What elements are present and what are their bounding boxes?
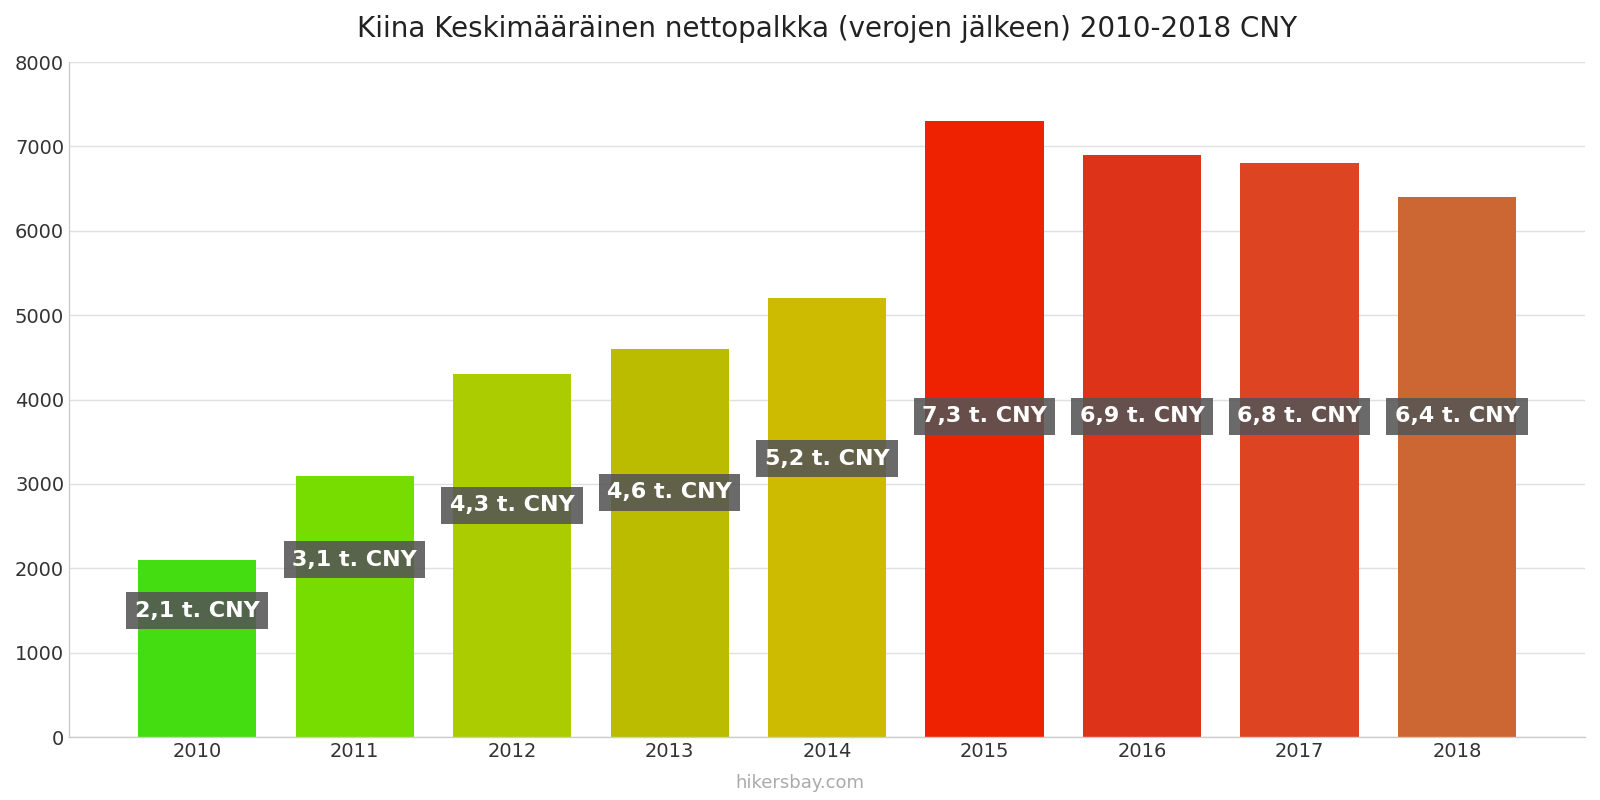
Text: 4,3 t. CNY: 4,3 t. CNY — [450, 495, 574, 515]
Bar — [453, 374, 571, 737]
Bar — [1083, 155, 1202, 737]
Bar — [1398, 197, 1517, 737]
Text: 7,3 t. CNY: 7,3 t. CNY — [922, 406, 1046, 426]
Text: 5,2 t. CNY: 5,2 t. CNY — [765, 449, 890, 469]
Text: hikersbay.com: hikersbay.com — [736, 774, 864, 792]
Title: Kiina Keskimääräinen nettopalkka (verojen jälkeen) 2010-2018 CNY: Kiina Keskimääräinen nettopalkka (veroje… — [357, 15, 1298, 43]
Text: 2,1 t. CNY: 2,1 t. CNY — [134, 601, 259, 621]
Text: 6,9 t. CNY: 6,9 t. CNY — [1080, 406, 1205, 426]
Bar — [138, 560, 256, 737]
Bar — [611, 349, 728, 737]
Text: 6,4 t. CNY: 6,4 t. CNY — [1395, 406, 1520, 426]
Bar — [768, 298, 886, 737]
Bar — [1240, 163, 1358, 737]
Text: 6,8 t. CNY: 6,8 t. CNY — [1237, 406, 1362, 426]
Text: 4,6 t. CNY: 4,6 t. CNY — [606, 482, 731, 502]
Text: 3,1 t. CNY: 3,1 t. CNY — [293, 550, 418, 570]
Bar — [296, 475, 414, 737]
Bar — [925, 121, 1043, 737]
